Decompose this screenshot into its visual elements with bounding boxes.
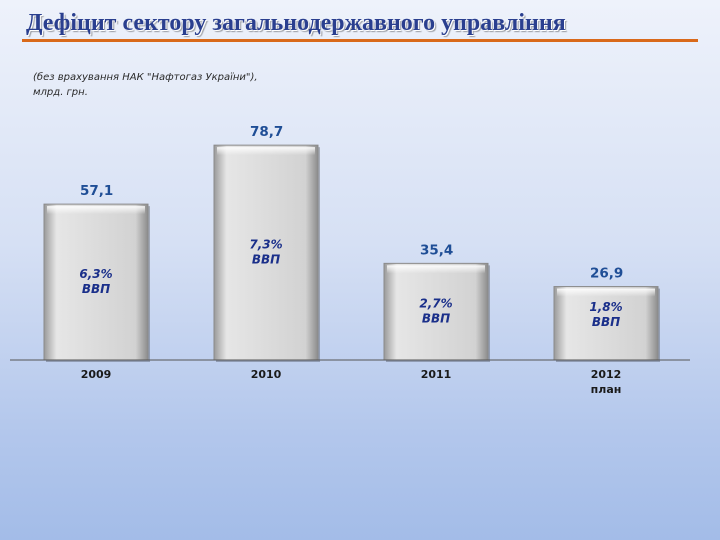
value-label: 78,7 [250,124,283,140]
bar-highlight [217,147,315,156]
category-label: 2012 [591,368,622,381]
bar [213,144,319,361]
gdp-unit-label: ВВП [422,312,450,326]
bar-highlight [387,265,485,274]
value-label: 35,4 [420,242,453,258]
category-label: 2010 [251,368,282,381]
gdp-share-label: 6,3% [79,267,112,281]
category-label: 2009 [81,368,112,381]
bar [383,262,489,361]
gdp-share-label: 2,7% [419,297,452,311]
value-label: 57,1 [80,183,113,199]
subtitle-line-2: млрд. грн. [33,87,88,98]
gdp-share-label: 1,8% [589,300,622,314]
bar [553,286,659,361]
gdp-unit-label: ВВП [82,282,110,296]
gdp-share-label: 7,3% [249,238,282,252]
slide-title: Дефіцит сектору загальнодержавного управ… [26,10,566,36]
subtitle-line-1: (без врахування НАК "Нафтогаз України"), [33,72,258,83]
value-label: 26,9 [590,266,623,282]
gdp-unit-label: ВВП [252,253,280,267]
bar-highlight [557,288,655,297]
title-underline [22,39,698,42]
category-label: 2011 [421,368,452,381]
bar-highlight [47,206,145,215]
chart-subtitle: (без врахування НАК "Нафтогаз України"),… [33,70,258,100]
gdp-unit-label: ВВП [592,315,620,329]
category-sublabel: план [591,383,622,396]
